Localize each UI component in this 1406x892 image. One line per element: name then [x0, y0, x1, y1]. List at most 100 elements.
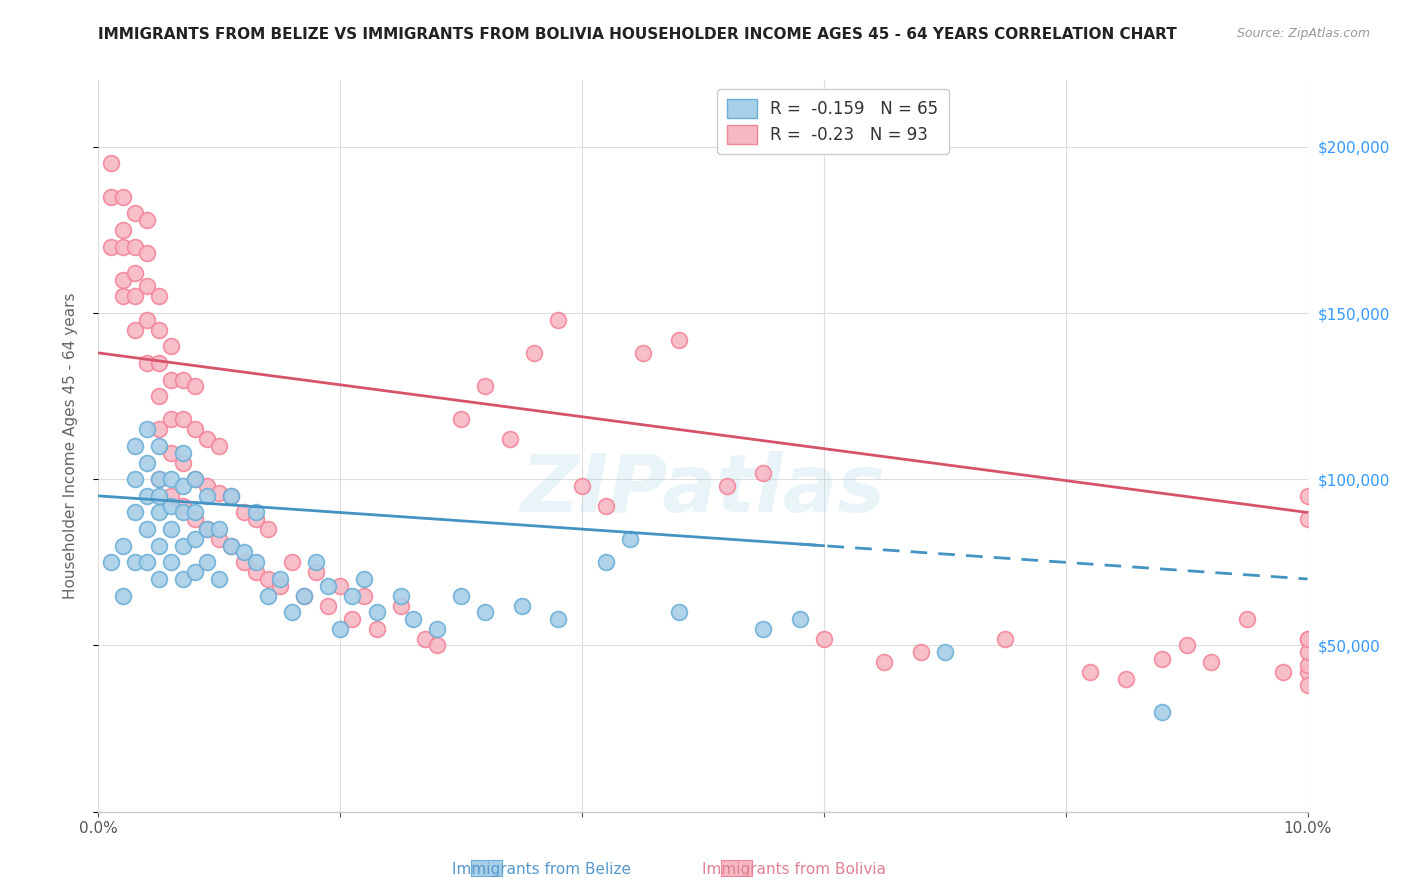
- Point: [752, 466, 775, 480]
- Point: [208, 485, 231, 500]
- Point: [135, 246, 157, 260]
- Point: [148, 489, 170, 503]
- Point: [631, 346, 654, 360]
- Point: [329, 622, 352, 636]
- Point: [111, 539, 134, 553]
- Point: [135, 522, 157, 536]
- Point: [221, 489, 243, 503]
- Point: [160, 499, 183, 513]
- Point: [1296, 658, 1319, 673]
- Point: [184, 512, 207, 526]
- Point: [1296, 678, 1319, 692]
- Legend: R =  -0.159   N = 65, R =  -0.23   N = 93: R = -0.159 N = 65, R = -0.23 N = 93: [717, 88, 949, 153]
- Point: [195, 489, 218, 503]
- Y-axis label: Householder Income Ages 45 - 64 years: Householder Income Ages 45 - 64 years: [63, 293, 77, 599]
- Text: ZIPatlas: ZIPatlas: [520, 450, 886, 529]
- Point: [135, 213, 157, 227]
- Point: [1152, 652, 1174, 666]
- Point: [148, 572, 170, 586]
- Point: [148, 472, 170, 486]
- Point: [124, 439, 146, 453]
- Point: [668, 605, 690, 619]
- Point: [100, 189, 122, 203]
- Point: [450, 412, 472, 426]
- Point: [934, 645, 956, 659]
- Point: [195, 433, 218, 447]
- Point: [873, 655, 896, 669]
- Point: [305, 555, 328, 569]
- Point: [124, 206, 146, 220]
- Point: [316, 599, 339, 613]
- Text: Source: ZipAtlas.com: Source: ZipAtlas.com: [1237, 27, 1371, 40]
- Point: [100, 555, 122, 569]
- Point: [426, 639, 449, 653]
- Point: [111, 189, 134, 203]
- Point: [316, 579, 339, 593]
- Point: [450, 589, 472, 603]
- Point: [1296, 512, 1319, 526]
- Point: [1175, 639, 1198, 653]
- Point: [135, 279, 157, 293]
- Point: [208, 572, 231, 586]
- Point: [124, 506, 146, 520]
- Point: [1296, 489, 1319, 503]
- Point: [232, 555, 254, 569]
- Point: [232, 545, 254, 559]
- Point: [195, 522, 218, 536]
- Point: [172, 412, 194, 426]
- Point: [366, 622, 388, 636]
- Point: [269, 579, 291, 593]
- Point: [1296, 632, 1319, 646]
- Point: [111, 289, 134, 303]
- Point: [547, 312, 569, 326]
- Point: [1236, 612, 1258, 626]
- Point: [184, 422, 207, 436]
- Point: [1199, 655, 1222, 669]
- Point: [221, 539, 243, 553]
- Point: [124, 555, 146, 569]
- Point: [1296, 665, 1319, 679]
- Point: [172, 499, 194, 513]
- Point: [208, 439, 231, 453]
- Point: [245, 555, 267, 569]
- Point: [342, 589, 364, 603]
- Point: [148, 539, 170, 553]
- Point: [111, 239, 134, 253]
- Point: [124, 266, 146, 280]
- Point: [184, 566, 207, 580]
- Point: [124, 239, 146, 253]
- Point: [208, 522, 231, 536]
- Point: [135, 456, 157, 470]
- Point: [813, 632, 835, 646]
- Point: [135, 356, 157, 370]
- Point: [135, 422, 157, 436]
- Point: [195, 479, 218, 493]
- Point: [281, 555, 304, 569]
- Text: IMMIGRANTS FROM BELIZE VS IMMIGRANTS FROM BOLIVIA HOUSEHOLDER INCOME AGES 45 - 6: IMMIGRANTS FROM BELIZE VS IMMIGRANTS FRO…: [98, 27, 1177, 42]
- Point: [160, 555, 183, 569]
- Point: [281, 605, 304, 619]
- Point: [195, 522, 218, 536]
- Point: [353, 589, 375, 603]
- Point: [994, 632, 1017, 646]
- Point: [148, 422, 170, 436]
- Point: [426, 622, 449, 636]
- Point: [668, 333, 690, 347]
- Point: [619, 532, 641, 546]
- Point: [305, 566, 328, 580]
- Point: [172, 539, 194, 553]
- Point: [366, 605, 388, 619]
- Point: [160, 412, 183, 426]
- Point: [474, 605, 496, 619]
- Point: [595, 499, 617, 513]
- Point: [160, 445, 183, 459]
- Point: [111, 223, 134, 237]
- Text: Immigrants from Bolivia: Immigrants from Bolivia: [703, 863, 886, 877]
- Point: [571, 479, 593, 493]
- Point: [160, 472, 183, 486]
- Point: [160, 489, 183, 503]
- Point: [124, 323, 146, 337]
- Point: [135, 489, 157, 503]
- Point: [111, 589, 134, 603]
- Point: [172, 372, 194, 386]
